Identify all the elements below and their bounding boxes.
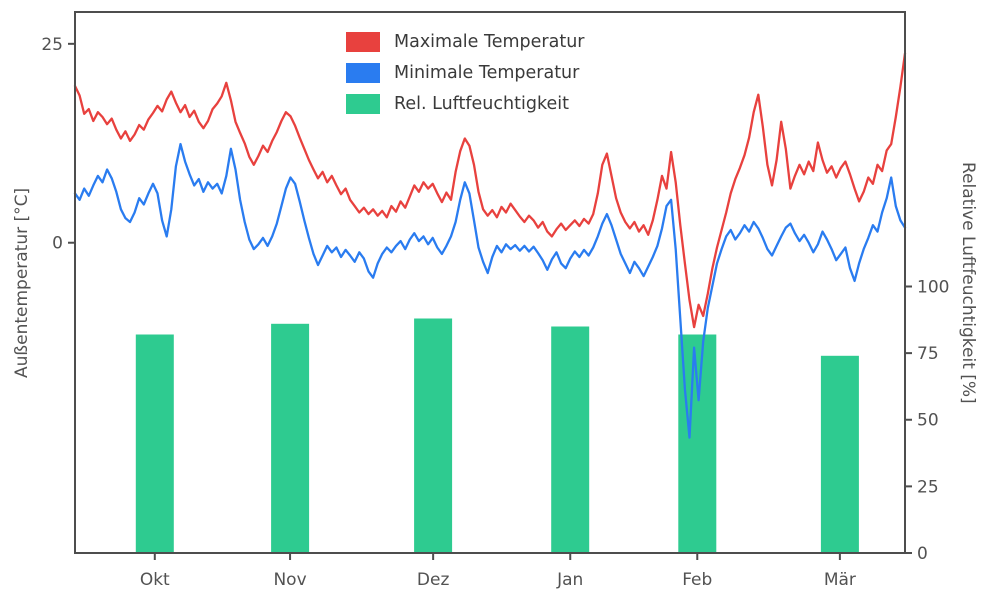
svg-text:100: 100 <box>917 277 949 297</box>
svg-text:Dez: Dez <box>417 570 450 590</box>
legend-label-min-temperature: Minimale Temperatur <box>394 63 580 83</box>
legend-item-humidity: Rel. Luftfeuchtigkeit <box>346 94 584 114</box>
legend-label-max-temperature: Maximale Temperatur <box>394 32 585 52</box>
legend-swatch-humidity-icon <box>346 94 380 114</box>
svg-text:Jan: Jan <box>556 570 583 590</box>
y-axis-label-humidity: Relative Luftfeuchtigkeit [%] <box>958 161 978 404</box>
svg-text:Mär: Mär <box>824 570 856 590</box>
y-axis-label-temperature: Außentemperatur [°C] <box>12 187 32 378</box>
legend-label-humidity: Rel. Luftfeuchtigkeit <box>394 94 569 114</box>
svg-text:Okt: Okt <box>140 570 170 590</box>
svg-text:Nov: Nov <box>273 570 306 590</box>
svg-text:0: 0 <box>52 234 63 254</box>
svg-text:50: 50 <box>917 411 939 431</box>
svg-text:75: 75 <box>917 344 939 364</box>
svg-text:0: 0 <box>917 544 928 564</box>
legend-swatch-min-temperature-icon <box>346 63 380 83</box>
legend: Maximale Temperatur Minimale Temperatur … <box>344 30 591 116</box>
svg-text:Feb: Feb <box>682 570 712 590</box>
legend-swatch-max-temperature-icon <box>346 32 380 52</box>
legend-item-max-temperature: Maximale Temperatur <box>346 32 584 52</box>
svg-text:25: 25 <box>41 35 63 55</box>
svg-text:25: 25 <box>917 477 939 497</box>
legend-item-min-temperature: Minimale Temperatur <box>346 63 584 83</box>
